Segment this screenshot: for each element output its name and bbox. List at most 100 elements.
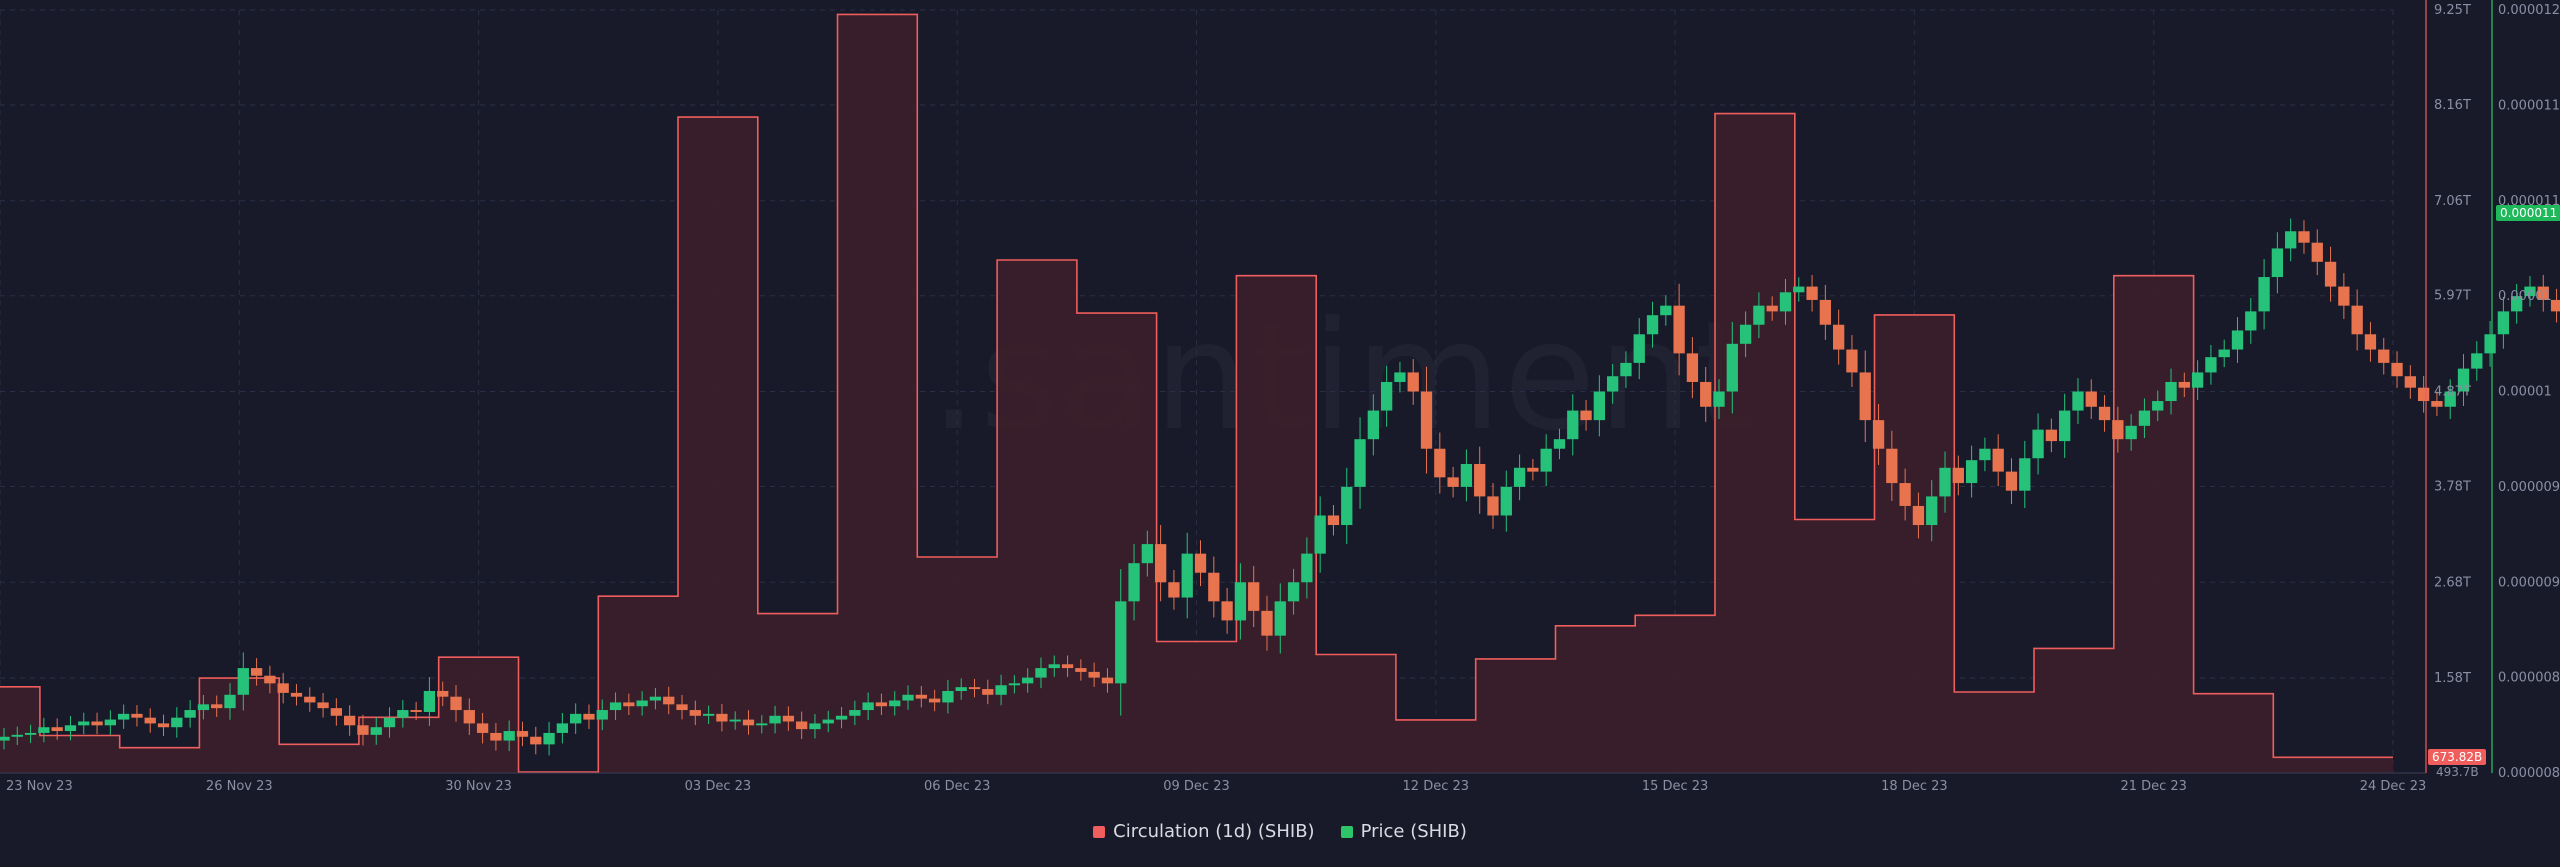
price-candle-body [197, 704, 210, 711]
price-candle-body [1540, 448, 1552, 472]
right-axis-tick-label: 0.00001 [2498, 289, 2552, 304]
price-candle-body [277, 683, 289, 693]
price-candle-body [583, 713, 595, 720]
legend-circulation[interactable]: Circulation (1d) (SHIB) [1093, 821, 1315, 842]
price-candle-body [1474, 463, 1486, 497]
price-candle-body [756, 723, 768, 726]
price-candle-body [2125, 425, 2137, 440]
price-candle-body [942, 690, 954, 703]
price-candle-body [2311, 242, 2323, 262]
price-candle-body [742, 719, 755, 726]
price-candle-body [2218, 349, 2230, 358]
price-candle-body [1753, 305, 1765, 325]
price-candle-body [131, 713, 143, 718]
price-candle-body [463, 710, 475, 724]
price-candle-body [570, 713, 582, 724]
price-candle-body [104, 719, 116, 726]
price-candle-body [476, 723, 489, 733]
price-candle-body [1341, 486, 1353, 526]
price-candle-body [1248, 582, 1260, 611]
price-candle-body [2045, 429, 2058, 442]
right-axis-tick-label: 0.000011 [2498, 98, 2560, 113]
left-axis-tick-label: 7.06T [2434, 194, 2471, 209]
price-candles [0, 218, 2560, 756]
circulation-low-label: 493.7B [2436, 765, 2479, 779]
price-candle-body [1420, 391, 1433, 449]
price-candle-body [1793, 286, 1805, 293]
price-candle-body [875, 702, 888, 707]
left-axis-tick-label: 9.25T [2434, 3, 2471, 18]
circulation-swatch [1093, 825, 1106, 838]
price-candle-body [383, 717, 396, 728]
right-axis-tick-label: 0.000009 [2498, 480, 2560, 495]
price-candle-body [370, 727, 382, 735]
price-candle-body [1022, 677, 1034, 684]
price-candle-body [1819, 299, 1832, 325]
price-candle-body [1500, 486, 1512, 516]
price-candle-body [516, 731, 529, 737]
price-candle-body [1128, 563, 1140, 602]
price-candle-body [1646, 315, 1659, 335]
legend: Circulation (1d) (SHIB) Price (SHIB) [0, 821, 2560, 842]
price-candle-body [2098, 406, 2111, 421]
price-candle-body [1314, 515, 1326, 554]
price-candle-body [1075, 668, 1087, 672]
price-candle-body [2471, 353, 2483, 369]
price-candle-body [2032, 429, 2044, 459]
price-candle-body [91, 721, 103, 726]
price-candle-body [1846, 349, 1858, 373]
price-candle-body [2298, 231, 2310, 243]
price-candle-body [1726, 343, 1738, 392]
circulation-area [0, 13, 2393, 773]
price-candle-body [1567, 410, 1579, 440]
price-candle-body [2457, 368, 2470, 392]
price-candle-body [1713, 391, 1725, 407]
price-candle-body [0, 736, 10, 741]
price-candle-body [968, 687, 981, 690]
price-candle-body [2245, 311, 2257, 331]
price-candle-body [2417, 387, 2430, 402]
price-candle-body [809, 723, 821, 730]
price-candle-body [2059, 410, 2071, 442]
price-candle-body [702, 713, 715, 716]
price-candle-body [1301, 553, 1313, 583]
price-candle-body [51, 727, 63, 732]
price-candle-body [1952, 467, 1964, 484]
price-candle-body [1779, 292, 1792, 312]
price-candle-body [623, 702, 635, 707]
price-candle-body [2271, 248, 2284, 278]
price-candle-body [1660, 305, 1672, 316]
price-candle-body [1633, 334, 1645, 363]
price-candle-body [1673, 305, 1685, 354]
price-candle-body [796, 721, 808, 730]
price-candle-body [2191, 372, 2204, 388]
legend-price[interactable]: Price (SHIB) [1340, 821, 1467, 842]
price-candle-body [1115, 601, 1127, 684]
price-candle-body [889, 700, 901, 707]
price-candle-body [2138, 410, 2151, 426]
right-axis-tick-label: 0.000008 [2498, 671, 2560, 686]
price-candle-body [1580, 410, 1592, 421]
price-candle-body [1394, 372, 1406, 382]
price-candle-body [2404, 376, 2416, 388]
price-candle-body [849, 710, 861, 716]
right-axis-tick-label: 0.000012 [2498, 3, 2560, 18]
price-candle-body [344, 715, 356, 726]
price-candle-body [1620, 362, 1632, 377]
price-candle-body [2444, 391, 2456, 407]
left-axis-tick-label: 5.97T [2434, 289, 2471, 304]
price-candle-body [1965, 460, 1978, 484]
price-candle-body [1899, 483, 1911, 506]
price-candle-body [2258, 277, 2270, 312]
price-candle-body [2537, 286, 2549, 300]
left-axis-tick-label: 2.68T [2434, 575, 2471, 590]
price-candle-body [596, 710, 608, 720]
price-candle-body [2550, 299, 2560, 312]
price-candle-body [676, 704, 688, 711]
price-last-badge: 0.000011 [2496, 205, 2560, 221]
x-axis-tick-label: 23 Nov 23 [6, 779, 73, 794]
circulation-last-badge: 673.82B [2428, 749, 2487, 765]
circulation-line [0, 13, 2393, 773]
price-candle-body [782, 715, 795, 722]
